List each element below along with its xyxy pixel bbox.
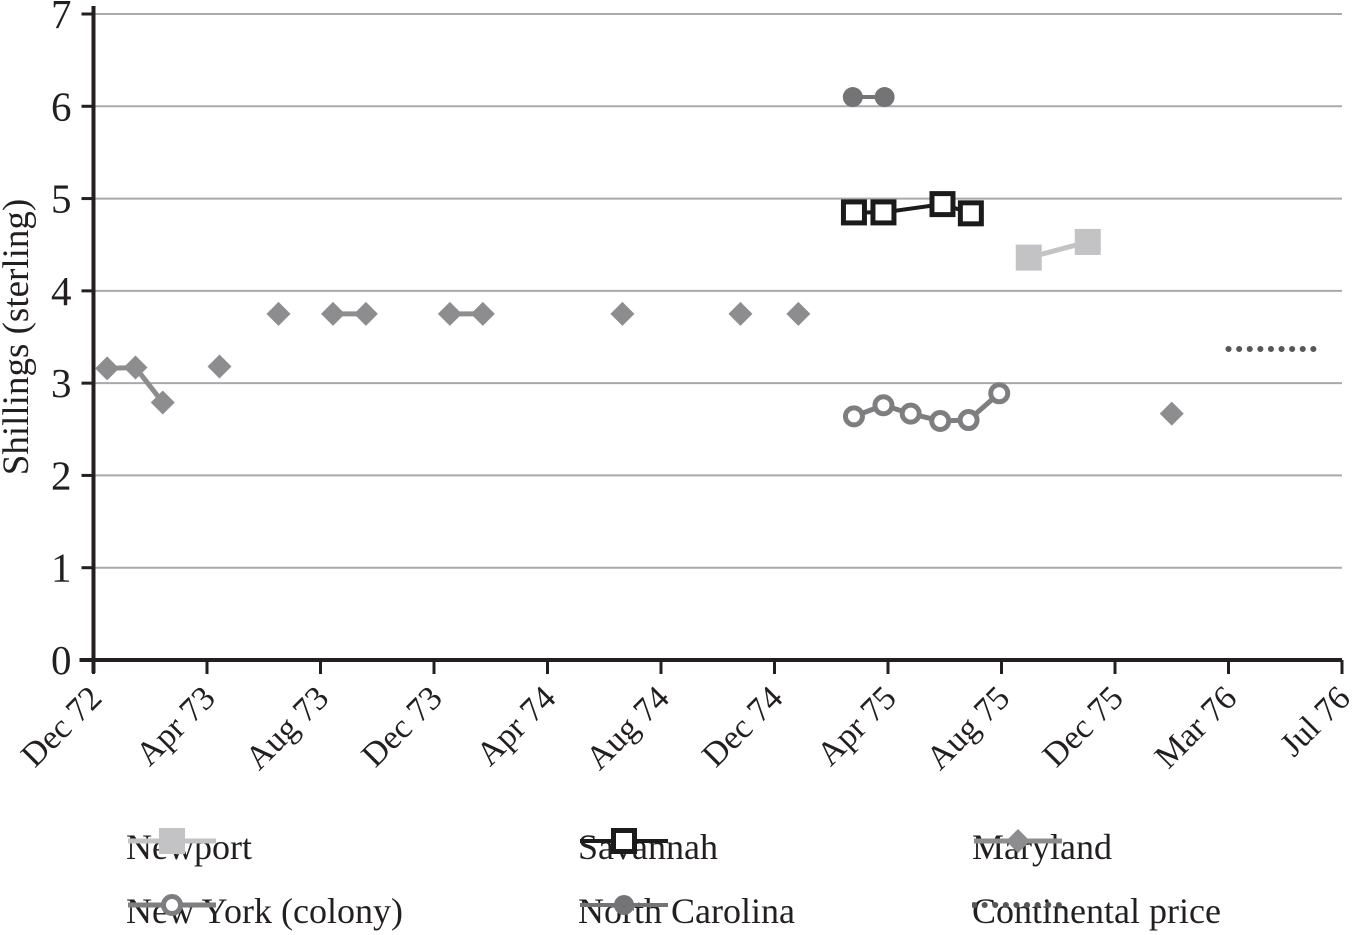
new-york-colony-marker (899, 402, 922, 425)
x-tick-label: Aug 73 (239, 679, 337, 777)
newport-marker (1074, 228, 1101, 255)
maryland-marker (320, 301, 345, 326)
newport-marker (1015, 244, 1042, 271)
y-tick-label: 4 (51, 268, 72, 314)
savannah-line (853, 202, 972, 216)
x-tick-label: Dec 74 (695, 679, 790, 774)
maryland-marker (470, 301, 495, 326)
north-carolina-marker (874, 87, 895, 108)
x-tick-label: Aug 75 (920, 679, 1018, 777)
y-tick-label: 7 (51, 0, 72, 37)
new-york-colony-marker (957, 409, 980, 432)
new-york-colony-marker (929, 409, 952, 432)
maryland-marker (1159, 401, 1184, 426)
maryland-marker (353, 301, 378, 326)
y-tick-label: 5 (51, 176, 72, 222)
x-tick-label: Aug 74 (579, 679, 677, 777)
y-tick-label: 1 (51, 545, 72, 591)
maryland-marker (95, 356, 120, 381)
maryland-marker (150, 390, 175, 415)
maryland-marker (610, 301, 635, 326)
x-tick-label: Dec 72 (14, 679, 109, 774)
y-axis-title: Shillings (sterling) (0, 199, 37, 475)
savannah-marker (929, 191, 956, 218)
savannah-marker (957, 200, 984, 227)
maryland-marker (786, 301, 811, 326)
x-tick-label: Apr 75 (810, 679, 904, 773)
x-tick-label: Apr 74 (470, 679, 564, 773)
new-york-colony-marker (842, 405, 865, 428)
x-tick-label: Dec 75 (1036, 679, 1131, 774)
y-tick-label: 3 (51, 360, 72, 406)
savannah-marker (870, 199, 897, 226)
maryland-marker (266, 301, 291, 326)
new-york-colony-marker (872, 394, 895, 417)
y-tick-label: 6 (51, 83, 72, 129)
x-tick-label: Apr 73 (129, 679, 223, 773)
maryland-marker (437, 301, 462, 326)
maryland-marker (728, 301, 753, 326)
y-tick-label: 2 (51, 452, 72, 498)
x-tick-label: Mar 76 (1148, 679, 1244, 775)
x-tick-label: Dec 73 (355, 679, 450, 774)
maryland-marker (207, 354, 232, 379)
x-tick-label: Jul 76 (1273, 679, 1357, 763)
maryland-marker (123, 355, 148, 380)
y-tick-label: 0 (51, 637, 72, 683)
north-carolina-marker (842, 87, 863, 108)
new-york-colony-marker (988, 382, 1011, 405)
savannah-marker (840, 199, 867, 226)
